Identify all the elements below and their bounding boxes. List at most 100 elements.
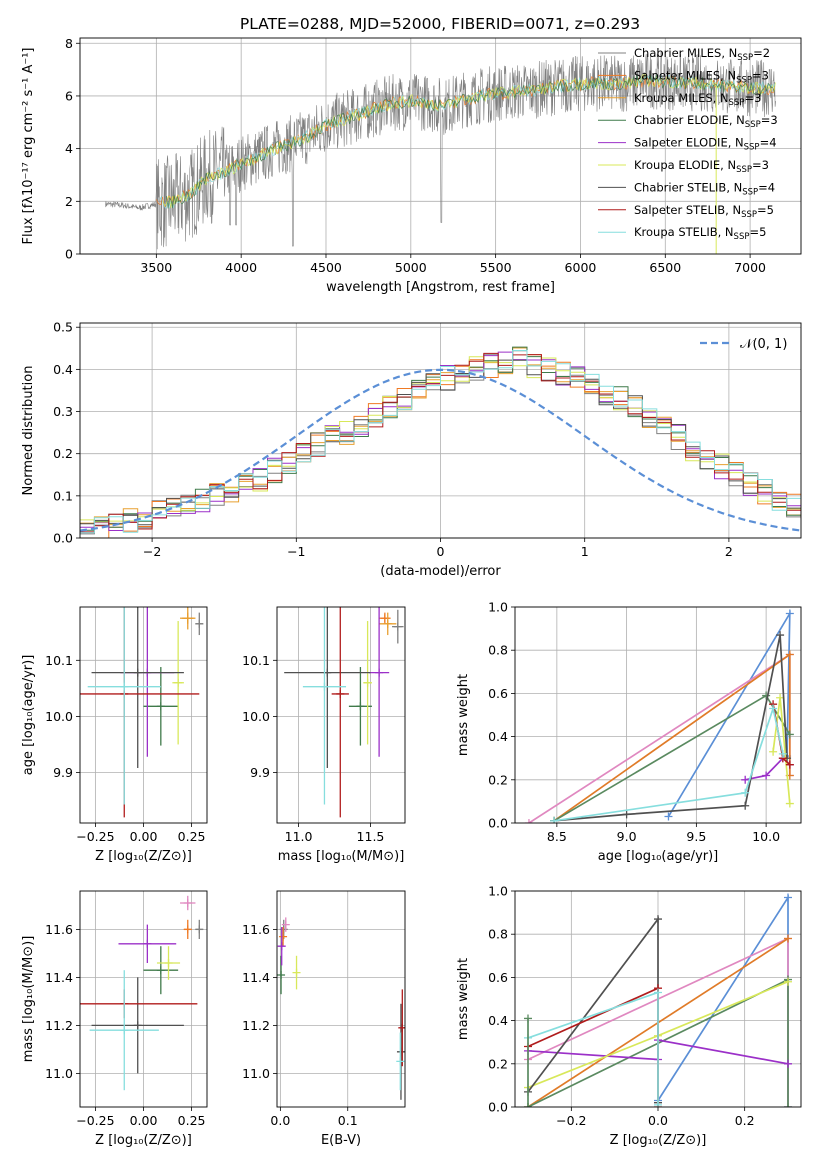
y-tick-label: 6 (65, 88, 73, 103)
x-tick-label: 8.5 (547, 829, 567, 844)
y-tick-label: 0.6 (488, 970, 508, 985)
y-tick-label: 0.8 (488, 643, 508, 658)
y-tick-label: 0.3 (53, 404, 73, 419)
x-tick-label: 3500 (140, 260, 172, 275)
y-tick-label: 11.6 (242, 922, 270, 937)
weight-marker (784, 1103, 792, 1107)
model-kroupa_elodie (162, 74, 776, 209)
x-axis-label: (data-model)/error (380, 564, 501, 579)
x-tick-label: 0.2 (735, 1113, 755, 1128)
marker (383, 619, 392, 628)
weight-line (528, 652, 791, 823)
marker (183, 614, 192, 623)
panel-residuals: −2 −1 0 1 2 0.0 0.1 0.2 0.3 0.4 0.5 (data-model)/er… (21, 320, 802, 579)
x-tick-label: 0.25 (178, 1113, 206, 1128)
y-tick-label: 0.4 (488, 729, 508, 744)
weight-marker (785, 799, 794, 808)
panel-mass_weight_vs_age: 8.5 9.0 9.5 10.0 0.0 0.2 0.4 0.6 0.8 1.0 age [log₁… (456, 600, 802, 864)
marker (336, 689, 345, 698)
x-tick-label: −0.25 (76, 829, 114, 844)
weight-marker (524, 819, 533, 823)
marker (279, 925, 288, 934)
x-tick-label: −0.25 (76, 1113, 114, 1128)
y-tick-label: 10.1 (242, 653, 270, 668)
y-axis-label: mass weight (456, 958, 471, 1040)
weight-marker (784, 1059, 792, 1068)
x-tick-label: 4000 (225, 260, 257, 275)
weight-marker (524, 1014, 532, 1023)
x-tick-label: 0.1 (338, 1113, 358, 1128)
y-axis-label: age [log₁₀(age/yr)] (21, 655, 36, 776)
axes-frame (514, 606, 802, 824)
plot-area (80, 346, 801, 538)
weight-line (553, 705, 784, 822)
marker (156, 966, 165, 975)
legend-entry: Kroupa MILES, NSSP=3 (634, 91, 761, 108)
weight-marker (785, 760, 794, 769)
x-axis-label: Z [log₁₀(Z/Z⊙)] (95, 849, 192, 864)
legend-entry: Salpeter MILES, NSSP=3 (634, 68, 769, 85)
x-tick-label: 9.5 (686, 829, 706, 844)
grid (277, 607, 405, 823)
weight-line (527, 991, 659, 1105)
plot-area (284, 607, 404, 818)
axes-frame (79, 890, 208, 1108)
plot-area (80, 607, 204, 818)
marker (143, 939, 152, 948)
gaussian-curve (80, 368, 801, 532)
x-tick-label: 0 (437, 544, 445, 559)
weight-marker (762, 771, 771, 780)
marker (396, 1047, 405, 1056)
axes-frame (514, 890, 802, 1108)
legend-entry: Kroupa STELIB, NSSP=5 (634, 225, 766, 242)
x-tick-label: 1 (581, 544, 589, 559)
weight-marker (776, 631, 785, 640)
weight-marker (784, 934, 792, 943)
axes-frame (276, 890, 406, 1108)
x-tick-label: 0.0 (270, 1113, 290, 1128)
marker (174, 678, 183, 687)
marker (396, 1057, 405, 1066)
panel-age_vs_Z: −0.25 0.00 0.25 9.9 10.0 10.1 Z [log₁₀(Z/Z⊙)] a… (21, 606, 208, 864)
panel-mass_vs_ebv: 0.0 0.1 11.0 11.2 11.4 11.6 E(B-V) (242, 890, 406, 1148)
y-tick-label: 1.0 (488, 884, 508, 899)
panel-age_vs_mass: 11.0 11.5 9.9 10.0 10.1 mass [log₁₀(M/M⊙)] (242, 606, 406, 864)
legend-entry: Salpeter STELIB, NSSP=5 (634, 203, 774, 220)
weight-line (554, 634, 788, 822)
x-axis-label: E(B-V) (321, 1133, 361, 1148)
y-tick-label: 0.0 (488, 816, 508, 831)
axes-frame (79, 37, 802, 255)
panel-mass_weight_vs_Z: −0.2 0.0 0.2 0.0 0.2 0.4 0.6 0.8 1.0 Z [log₁₀(Z/Z… (456, 884, 802, 1148)
x-tick-label: 5500 (480, 260, 512, 275)
weight-marker (654, 1100, 662, 1107)
y-tick-label: 0.0 (53, 531, 73, 546)
y-tick-label: 0.4 (488, 1013, 508, 1028)
grid (515, 606, 801, 824)
x-tick-label: −0.2 (556, 1113, 586, 1128)
x-tick-label: 2 (725, 544, 733, 559)
y-tick-label: 0 (65, 247, 73, 262)
legend-entry: Kroupa ELODIE, NSSP=3 (634, 158, 769, 175)
hist-kroupa_miles (80, 347, 801, 538)
x-axis-label: age [log₁₀(age/yr)] (598, 849, 719, 864)
weight-marker (785, 730, 794, 739)
x-tick-label: 9.0 (617, 829, 637, 844)
weight-marker (741, 775, 750, 784)
y-tick-label: 4 (65, 141, 73, 156)
model-chabrier_elodie (166, 73, 775, 209)
marker (320, 682, 329, 691)
y-tick-label: 10.0 (45, 709, 73, 724)
weight-marker (785, 609, 794, 618)
x-tick-label: 0.0 (648, 1113, 668, 1128)
weight-line (657, 894, 789, 1107)
x-tick-label: −2 (143, 544, 161, 559)
weight-marker (784, 893, 792, 902)
x-tick-label: 5000 (395, 260, 427, 275)
marker (277, 942, 286, 951)
y-axis-label: mass weight (456, 674, 471, 756)
y-axis-label: Normed distribution (21, 366, 36, 496)
marker (363, 678, 372, 687)
x-axis-label: mass [log₁₀(M/M⊙)] (278, 849, 405, 864)
legend-entry: Chabrier MILES, NSSP=2 (634, 46, 770, 63)
